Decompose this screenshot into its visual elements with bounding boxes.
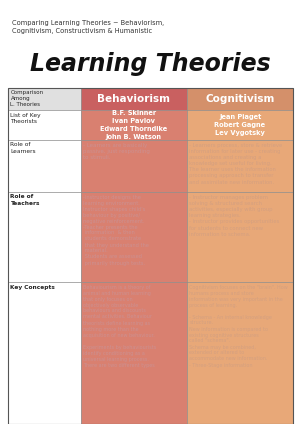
Text: Comparison
Among
L. Theories: Comparison Among L. Theories bbox=[11, 90, 43, 107]
Bar bbox=[81, 140, 187, 192]
Bar bbox=[8, 110, 81, 140]
Bar bbox=[187, 192, 293, 282]
Text: Key Concepts: Key Concepts bbox=[11, 285, 56, 290]
Bar bbox=[8, 88, 81, 110]
Text: Behaviorism: Behaviorism bbox=[97, 94, 170, 104]
Text: -Instructor designs the
learning environment.
Instructor shapes child's
behaviou: -Instructor designs the learning environ… bbox=[83, 195, 149, 265]
Text: Cognitivism focuses on the "brain". How
humans process and store
information was: Cognitivism focuses on the "brain". How … bbox=[190, 285, 288, 368]
Bar bbox=[8, 140, 81, 192]
Text: List of Key
Theorists: List of Key Theorists bbox=[11, 112, 41, 124]
Bar bbox=[81, 88, 187, 110]
Text: Jean Piaget
Robert Gagne
Lev Vygotsky: Jean Piaget Robert Gagne Lev Vygotsky bbox=[214, 114, 266, 136]
Bar bbox=[8, 282, 81, 424]
Text: Role of
Learners: Role of Learners bbox=[11, 142, 36, 154]
Text: - Learners process, store & retrieve
information for later use - creating
associ: - Learners process, store & retrieve inf… bbox=[190, 142, 283, 185]
Bar bbox=[187, 282, 293, 424]
Text: Cognitivism: Cognitivism bbox=[205, 94, 275, 104]
Text: B.F. Skinner
Ivan Pavlov
Edward Thorndike
John B. Watson: B.F. Skinner Ivan Pavlov Edward Thorndik… bbox=[100, 110, 167, 140]
Bar bbox=[81, 282, 187, 424]
Bar bbox=[187, 110, 293, 140]
Bar bbox=[8, 88, 293, 424]
Text: - Instructor manages problem
solving & structured search
activities, especially : - Instructor manages problem solving & s… bbox=[190, 195, 280, 237]
Bar bbox=[81, 110, 187, 140]
Bar bbox=[187, 140, 293, 192]
Text: Role of
Teachers: Role of Teachers bbox=[11, 195, 40, 206]
Bar bbox=[81, 192, 187, 282]
Text: Behaviourism is a theory of
animal and human learning
that only focuses on
objec: Behaviourism is a theory of animal and h… bbox=[83, 285, 156, 368]
Bar bbox=[8, 192, 81, 282]
Text: Comparing Learning Theories ~ Behaviorism,
Cognitivism, Constructivism & Humanis: Comparing Learning Theories ~ Behavioris… bbox=[12, 20, 164, 34]
Text: - Learners are basically
passive, just responding
to stimuli.: - Learners are basically passive, just r… bbox=[83, 142, 150, 160]
Text: Learning Theories: Learning Theories bbox=[30, 52, 270, 76]
Bar bbox=[187, 88, 293, 110]
